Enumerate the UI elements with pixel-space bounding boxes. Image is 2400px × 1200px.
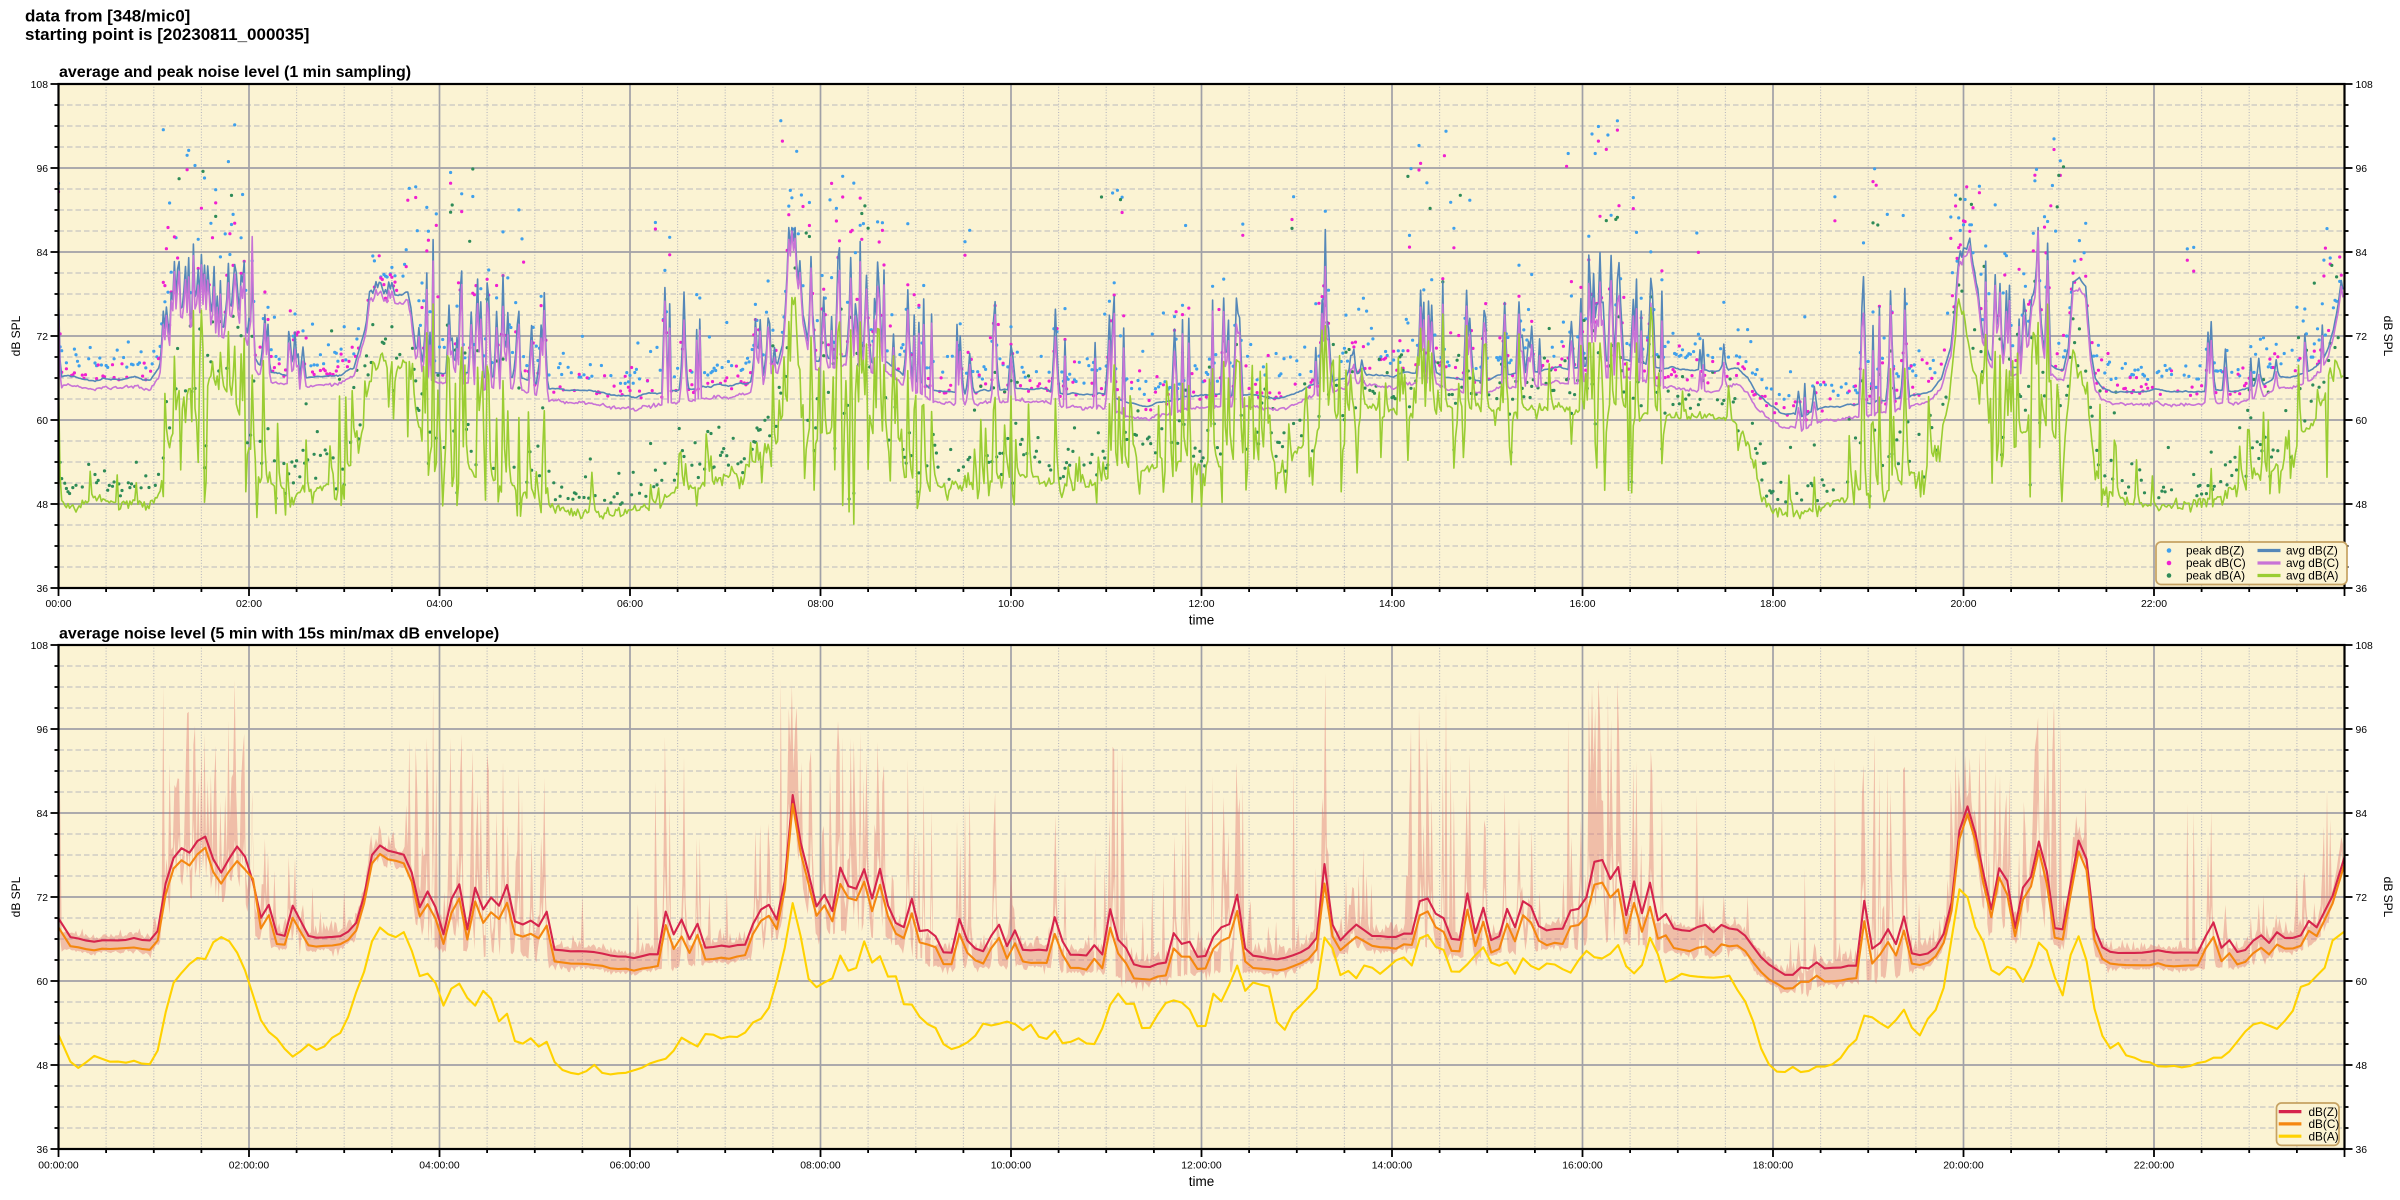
svg-text:84: 84 <box>36 248 48 259</box>
svg-text:84: 84 <box>2356 248 2368 259</box>
svg-text:08:00:00: 08:00:00 <box>800 1161 841 1172</box>
svg-text:dB SPL: dB SPL <box>2381 877 2395 918</box>
svg-text:84: 84 <box>2356 809 2368 820</box>
svg-text:48: 48 <box>36 1061 48 1072</box>
svg-text:60: 60 <box>2356 416 2368 427</box>
svg-text:dB SPL: dB SPL <box>9 315 23 356</box>
svg-text:10:00: 10:00 <box>998 599 1024 610</box>
svg-text:96: 96 <box>2356 725 2368 736</box>
svg-text:72: 72 <box>2356 332 2368 343</box>
svg-text:96: 96 <box>2356 164 2368 175</box>
svg-text:average and peak noise level (: average and peak noise level (1 min samp… <box>59 64 411 81</box>
svg-text:96: 96 <box>36 725 48 736</box>
svg-text:72: 72 <box>2356 893 2368 904</box>
svg-text:22:00: 22:00 <box>2141 599 2167 610</box>
svg-text:48: 48 <box>36 500 48 511</box>
svg-text:10:00:00: 10:00:00 <box>991 1161 1032 1172</box>
svg-text:60: 60 <box>2356 977 2368 988</box>
svg-text:time: time <box>1189 1174 1215 1189</box>
svg-text:36: 36 <box>2356 584 2368 595</box>
svg-text:avg dB(Z): avg dB(Z) <box>2286 544 2338 558</box>
svg-text:02:00: 02:00 <box>236 599 262 610</box>
svg-text:peak dB(C): peak dB(C) <box>2186 556 2246 570</box>
svg-text:data from [348/mic0]: data from [348/mic0] <box>25 7 190 26</box>
svg-text:14:00: 14:00 <box>1379 599 1405 610</box>
svg-text:48: 48 <box>2356 500 2368 511</box>
svg-text:108: 108 <box>2356 641 2374 652</box>
svg-text:72: 72 <box>36 332 48 343</box>
svg-text:average noise level (5 min wit: average noise level (5 min with 15s min/… <box>59 626 499 643</box>
svg-text:12:00: 12:00 <box>1188 599 1214 610</box>
svg-text:dB(Z): dB(Z) <box>2309 1105 2339 1119</box>
svg-text:00:00:00: 00:00:00 <box>38 1161 79 1172</box>
svg-text:12:00:00: 12:00:00 <box>1181 1161 1222 1172</box>
svg-text:60: 60 <box>36 977 48 988</box>
svg-text:time: time <box>1189 613 1215 628</box>
svg-text:04:00:00: 04:00:00 <box>419 1161 460 1172</box>
svg-text:36: 36 <box>36 584 48 595</box>
svg-text:48: 48 <box>2356 1061 2368 1072</box>
svg-text:peak dB(Z): peak dB(Z) <box>2186 544 2244 558</box>
svg-text:08:00: 08:00 <box>807 599 833 610</box>
svg-text:16:00: 16:00 <box>1569 599 1595 610</box>
svg-text:dB SPL: dB SPL <box>2381 316 2395 357</box>
svg-text:20:00: 20:00 <box>1950 599 1976 610</box>
svg-text:04:00: 04:00 <box>426 599 452 610</box>
svg-text:avg dB(C): avg dB(C) <box>2286 556 2339 570</box>
svg-text:20:00:00: 20:00:00 <box>1943 1161 1984 1172</box>
svg-text:02:00:00: 02:00:00 <box>229 1161 270 1172</box>
svg-text:peak dB(A): peak dB(A) <box>2186 569 2245 583</box>
svg-text:16:00:00: 16:00:00 <box>1562 1161 1603 1172</box>
svg-text:14:00:00: 14:00:00 <box>1372 1161 1413 1172</box>
svg-text:00:00: 00:00 <box>45 599 71 610</box>
svg-text:22:00:00: 22:00:00 <box>2134 1161 2175 1172</box>
svg-text:dB(A): dB(A) <box>2309 1129 2339 1143</box>
svg-text:18:00: 18:00 <box>1760 599 1786 610</box>
svg-text:18:00:00: 18:00:00 <box>1753 1161 1794 1172</box>
svg-text:dB(C): dB(C) <box>2309 1117 2340 1131</box>
svg-text:36: 36 <box>2356 1145 2368 1156</box>
svg-text:108: 108 <box>31 80 49 91</box>
svg-text:96: 96 <box>36 164 48 175</box>
svg-text:72: 72 <box>36 893 48 904</box>
svg-text:06:00: 06:00 <box>617 599 643 610</box>
svg-text:108: 108 <box>31 641 49 652</box>
svg-text:06:00:00: 06:00:00 <box>610 1161 651 1172</box>
svg-text:60: 60 <box>36 416 48 427</box>
svg-text:starting point is [20230811_00: starting point is [20230811_000035] <box>25 25 309 44</box>
svg-text:84: 84 <box>36 809 48 820</box>
svg-text:108: 108 <box>2356 80 2374 91</box>
svg-text:avg dB(A): avg dB(A) <box>2286 569 2339 583</box>
svg-text:36: 36 <box>36 1145 48 1156</box>
svg-text:dB SPL: dB SPL <box>9 876 23 917</box>
